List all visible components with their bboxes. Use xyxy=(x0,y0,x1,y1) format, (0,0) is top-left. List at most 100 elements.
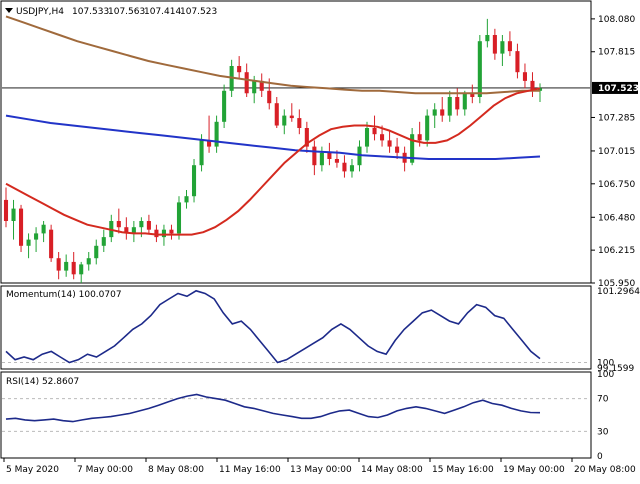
rsi-panel-frame xyxy=(0,371,592,459)
candle-body xyxy=(49,229,54,259)
candle-body xyxy=(319,152,324,166)
candle-body xyxy=(222,90,227,122)
candle-body xyxy=(94,245,99,259)
candle-body xyxy=(244,72,249,94)
sma-blue-line xyxy=(5,114,541,160)
candle-body xyxy=(56,258,61,271)
candle-body xyxy=(440,109,445,116)
price-tick-label: 107.015 xyxy=(598,147,635,157)
price-tick-label: 105.950 xyxy=(598,279,635,289)
time-tick-label: 19 May 00:00 xyxy=(503,465,565,475)
momentum-line xyxy=(5,289,541,364)
time-tick-label: 15 May 16:00 xyxy=(432,465,494,475)
candle-body xyxy=(199,140,204,166)
candle-body xyxy=(191,165,197,197)
candle-body xyxy=(214,121,219,147)
price-tick-label: 106.750 xyxy=(598,180,635,190)
candle-body xyxy=(327,152,332,159)
candle-body xyxy=(500,41,505,54)
price-tick-label: 107.815 xyxy=(598,48,635,58)
candle-body xyxy=(447,97,452,116)
candle-body xyxy=(274,103,279,126)
candle-body xyxy=(3,199,9,221)
candle-body xyxy=(11,208,16,221)
candle-body xyxy=(342,162,347,172)
candle-body xyxy=(304,128,309,147)
momentum-tick-label: 100 xyxy=(597,358,614,368)
momentum-panel-frame xyxy=(0,285,592,370)
candle-body xyxy=(522,72,527,81)
price-tick-label: 108.080 xyxy=(598,15,635,25)
symbol-header: USDJPY,H4 107.533 107.563 107.414 107.52… xyxy=(5,7,217,17)
candle-body xyxy=(349,165,355,172)
candle-body xyxy=(455,97,460,110)
candle-body xyxy=(462,93,467,110)
candle-body xyxy=(41,224,46,234)
candle-body xyxy=(492,35,497,54)
candle-body xyxy=(289,115,294,119)
candle-body xyxy=(154,229,159,238)
rsi-tick-label: 30 xyxy=(597,427,609,437)
time-tick-label: 8 May 08:00 xyxy=(148,465,204,475)
candle-body xyxy=(86,258,91,265)
candle-body xyxy=(176,202,182,234)
price-tick-label: 107.285 xyxy=(598,113,635,123)
close-value: 107.523 xyxy=(180,7,217,17)
rsi-title: RSI(14) 52.8607 xyxy=(6,377,79,387)
momentum-panel xyxy=(2,289,590,364)
candle-body xyxy=(64,261,69,271)
time-tick-label: 5 May 2020 xyxy=(6,465,59,475)
price-tick-label: 106.480 xyxy=(598,213,635,223)
candle-body xyxy=(116,221,121,228)
candle-body xyxy=(297,118,302,128)
candle-body xyxy=(131,227,136,234)
candle-body xyxy=(507,41,512,52)
candle-body xyxy=(432,109,437,116)
candle-body xyxy=(470,93,475,97)
candle-body xyxy=(71,261,76,275)
candle-body xyxy=(395,146,400,153)
candle-body xyxy=(380,134,385,141)
candle-body xyxy=(530,80,535,91)
time-tick-label: 11 May 16:00 xyxy=(219,465,281,475)
candle-body xyxy=(282,115,287,126)
candle-body xyxy=(417,134,422,141)
sma-brown-line xyxy=(5,15,540,95)
candle-body xyxy=(101,237,106,246)
momentum-title: Momentum(14) 100.0707 xyxy=(6,290,122,300)
candle-body xyxy=(477,41,482,97)
current-price-label: 107.523 xyxy=(598,84,639,94)
candle-body xyxy=(207,140,212,147)
candle-body xyxy=(312,146,317,166)
candle-body xyxy=(169,229,174,234)
candle-body xyxy=(267,90,272,104)
rsi-panel xyxy=(2,393,590,432)
axes: 108.080 107.815 107.523 107.285 107.015 106.7… xyxy=(3,15,640,475)
rsi-tick-label: 100 xyxy=(597,370,614,380)
high-value: 107.563 xyxy=(108,7,145,17)
rsi-line xyxy=(5,393,541,423)
sma-red-line xyxy=(5,87,541,236)
candle-body xyxy=(26,239,31,246)
rsi-tick-label: 70 xyxy=(597,395,609,405)
candle-body xyxy=(515,51,520,73)
candle-body xyxy=(259,80,264,91)
candle-body xyxy=(537,88,543,91)
candle-body xyxy=(372,128,377,135)
time-tick-label: 13 May 00:00 xyxy=(290,465,352,475)
candle-body xyxy=(425,115,430,141)
rsi-tick-label: 0 xyxy=(597,452,603,462)
open-value: 107.533 xyxy=(72,7,109,17)
momentum-tick-label: 99.1599 xyxy=(597,364,634,374)
dropdown-triangle-icon[interactable] xyxy=(5,8,13,13)
price-panel xyxy=(2,15,590,283)
candle-body xyxy=(34,233,39,240)
candle-body xyxy=(364,128,370,147)
candle-body xyxy=(410,134,415,163)
candle-body xyxy=(19,208,24,246)
candle-body xyxy=(184,196,189,203)
candle-body xyxy=(79,264,84,275)
low-value: 107.414 xyxy=(144,7,181,17)
